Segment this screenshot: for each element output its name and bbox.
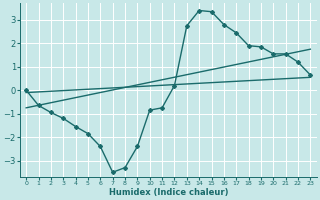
X-axis label: Humidex (Indice chaleur): Humidex (Indice chaleur): [108, 188, 228, 197]
